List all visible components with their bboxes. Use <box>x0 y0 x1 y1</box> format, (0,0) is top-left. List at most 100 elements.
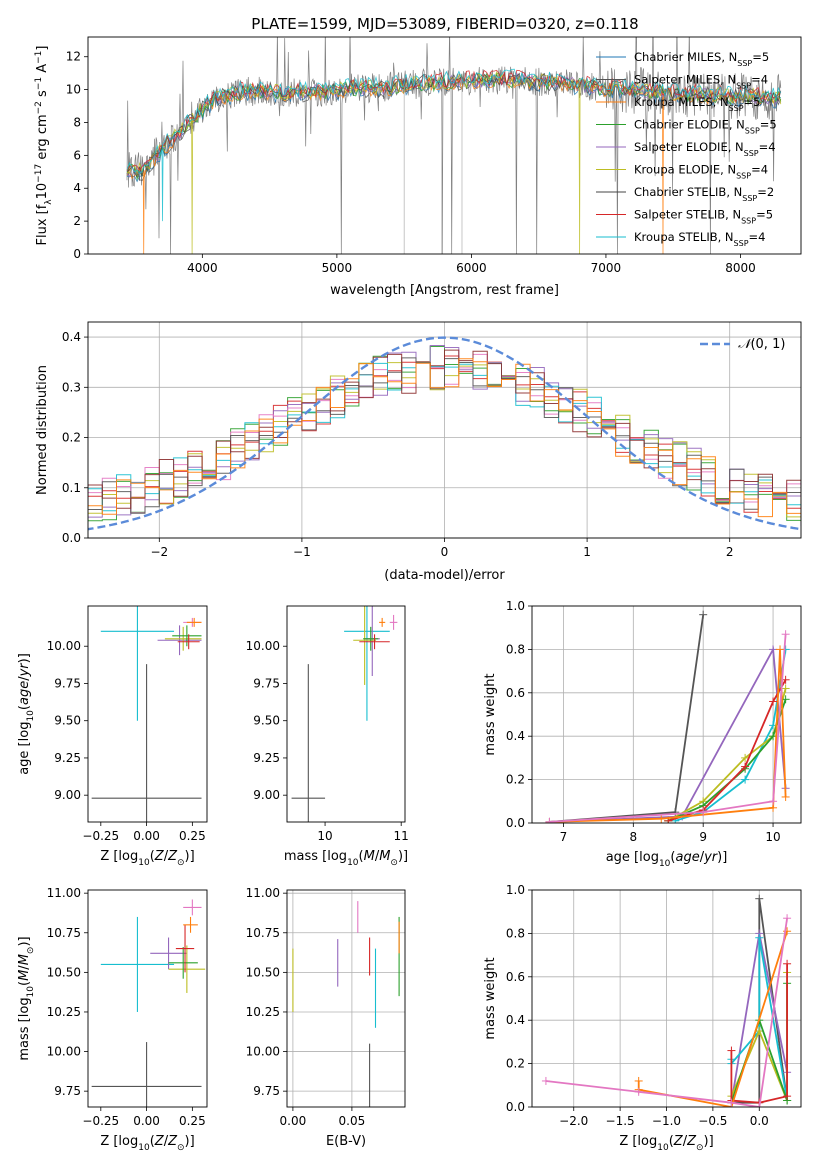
x-tick-label: 9 <box>699 830 707 844</box>
mass-weight-vs-age-panel: 7 8 9 10 0.0 0.2 0.4 0.6 0.8 1.0 age [log10(age/yr… <box>483 599 802 869</box>
y-tick-label: 10.25 <box>47 1005 81 1019</box>
x-tick-label: 5000 <box>322 261 353 275</box>
x-tick-label: 10 <box>765 830 780 844</box>
plot-area <box>91 606 202 822</box>
x-tick-label: −0.25 <box>82 829 119 843</box>
axes-frame <box>286 605 406 823</box>
y-tick-label: 9.75 <box>253 676 280 690</box>
y-tick-label: 0.1 <box>62 481 81 495</box>
x-axis-label: age [log10(age/yr)] <box>606 850 728 869</box>
axes-frame <box>531 889 802 1108</box>
y-tick-label: 9.25 <box>54 751 81 765</box>
y-tick-label: 9.00 <box>54 788 81 802</box>
model-spectrum-line <box>126 69 782 171</box>
x-axis-label: E(B-V) <box>326 1134 366 1149</box>
x-axis-label: Z [log10(Z/Z⊙)] <box>100 849 194 868</box>
y-tick-label: 10.75 <box>246 926 280 940</box>
legend-label: Salpeter STELIB, NSSP=5 <box>634 208 773 226</box>
age-vs-metallicity-panel: −0.25 0.00 0.25 9.00 9.25 9.50 9.75 10.00 Z [log… <box>17 605 208 868</box>
y-tick-label: 9.25 <box>253 751 280 765</box>
plot-area <box>292 901 400 1107</box>
mass-vs-metallicity-panel: −0.25 0.00 0.25 9.75 10.00 10.25 10.50 10.75 11.… <box>17 886 208 1153</box>
residual-histogram <box>88 358 801 518</box>
model-spectrum-line <box>126 74 782 254</box>
y-tick-label: 11.00 <box>246 886 280 900</box>
axes-frame <box>87 321 802 539</box>
mass-vs-ebv-panel: 0.00 0.05 9.75 10.00 10.25 10.50 10.75 11.00 E(B… <box>246 886 406 1149</box>
y-tick-label: 0.0 <box>62 531 81 545</box>
y-tick-label: 0.8 <box>506 926 525 940</box>
plot-area <box>126 37 782 254</box>
residuals-panel: −2 −1 0 1 2 0.0 0.1 0.2 0.3 0.4 (data-model)/error… <box>35 321 802 583</box>
y-tick-label: 1.0 <box>506 883 525 897</box>
y-tick-label: 8 <box>73 115 81 129</box>
plot-area <box>291 606 398 822</box>
legend-label: Chabrier ELODIE, NSSP=5 <box>634 118 777 136</box>
y-tick-label: 9.75 <box>253 1084 280 1098</box>
mass-weight-line <box>667 679 787 822</box>
x-tick-label: 0.05 <box>339 1114 366 1128</box>
model-spectrum-line <box>126 70 782 254</box>
y-tick-label: 9.75 <box>54 1084 81 1098</box>
x-tick-label: 0 <box>441 545 449 559</box>
y-tick-label: 4 <box>73 181 81 195</box>
y-tick-label: 10.00 <box>47 639 81 653</box>
y-tick-label: 10.00 <box>246 1045 280 1059</box>
axes-frame <box>87 36 802 255</box>
x-tick-label: −1 <box>293 545 311 559</box>
y-tick-label: 11.00 <box>47 886 81 900</box>
y-axis-label: mass weight <box>483 957 498 1039</box>
legend-label: Chabrier STELIB, NSSP=2 <box>634 185 774 203</box>
x-tick-label: 0.00 <box>133 829 160 843</box>
x-tick-label: −2 <box>150 545 168 559</box>
x-axis-label: Z [log10(Z/Z⊙)] <box>619 1134 713 1153</box>
y-tick-label: 10.50 <box>246 965 280 979</box>
y-axis-label: age [log10(age/yr)] <box>17 653 36 775</box>
legend-label: Salpeter ELODIE, NSSP=4 <box>634 140 776 158</box>
y-tick-label: 9.50 <box>54 714 81 728</box>
plot-area <box>88 336 801 531</box>
x-tick-label: 11 <box>394 829 409 843</box>
age-vs-mass-panel: 10 11 9.00 9.25 9.50 9.75 10.00 mass [log10(M/M… <box>246 605 409 868</box>
y-axis-label: Flux [fλ10−17 erg cm−2 s−1 A−1] <box>34 46 54 246</box>
y-tick-label: 10.00 <box>246 639 280 653</box>
y-tick-label: 10.25 <box>246 1005 280 1019</box>
legend-label: Kroupa MILES, NSSP=5 <box>634 95 760 113</box>
y-tick-label: 0.6 <box>506 686 525 700</box>
y-tick-label: 1.0 <box>506 599 525 613</box>
y-tick-label: 0.8 <box>506 642 525 656</box>
x-tick-label: −0.5 <box>698 1114 727 1128</box>
x-tick-label: 0.25 <box>179 1114 206 1128</box>
x-tick-label: 8000 <box>725 261 756 275</box>
mass-weight-line <box>674 649 787 822</box>
x-tick-label: 8 <box>629 830 637 844</box>
legend: Chabrier MILES, NSSP=5 Salpeter MILES, NS… <box>596 50 777 248</box>
mass-weight-line <box>549 614 705 823</box>
legend-label: 𝒩(0, 1) <box>738 337 785 352</box>
legend-label: Kroupa STELIB, NSSP=4 <box>634 230 765 248</box>
y-tick-label: 10.75 <box>47 926 81 940</box>
y-tick-label: 0.4 <box>506 1013 525 1027</box>
y-tick-label: 0.2 <box>506 773 525 787</box>
legend-label: Chabrier MILES, NSSP=5 <box>634 50 769 68</box>
y-tick-label: 0.3 <box>62 380 81 394</box>
y-tick-label: 10 <box>66 83 81 97</box>
y-tick-label: 0.2 <box>506 1057 525 1071</box>
plot-area <box>541 894 792 1107</box>
x-axis-label: mass [log10(M/M⊙)] <box>284 849 408 868</box>
x-axis-label: (data-model)/error <box>384 568 505 583</box>
x-tick-label: 6000 <box>456 261 487 275</box>
x-tick-label: 4000 <box>187 261 218 275</box>
residual-histogram <box>88 361 801 518</box>
x-tick-label: 10 <box>317 829 332 843</box>
model-spectrum-line <box>126 71 782 178</box>
x-axis-label: wavelength [Angstrom, rest frame] <box>330 283 559 298</box>
x-tick-label: 0.25 <box>179 829 206 843</box>
y-tick-label: 2 <box>73 214 81 228</box>
mass-weight-line <box>549 634 787 823</box>
x-tick-label: 1 <box>583 545 591 559</box>
legend-label: Kroupa ELODIE, NSSP=4 <box>634 163 768 181</box>
axes-frame <box>87 605 208 823</box>
y-axis-label: Normed distribution <box>35 365 50 495</box>
